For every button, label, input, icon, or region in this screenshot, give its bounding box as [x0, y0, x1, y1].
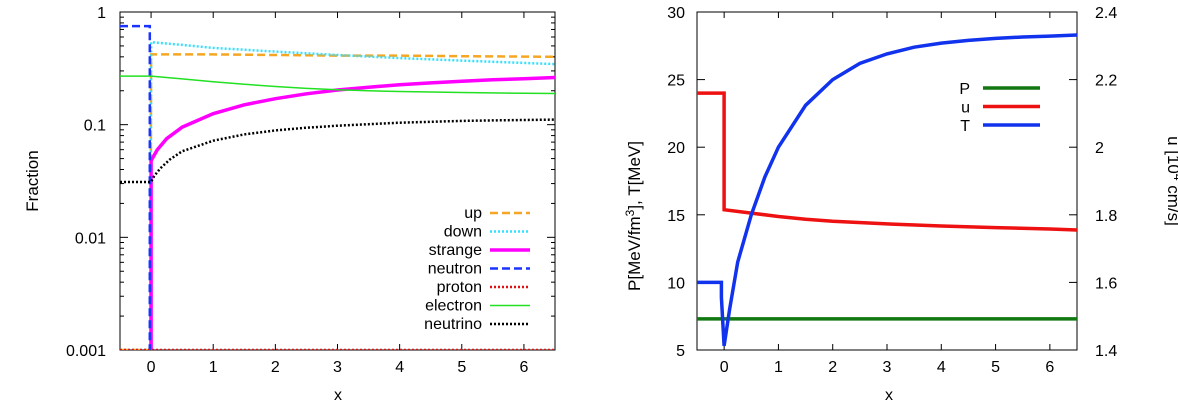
series-neutrino-line — [120, 118, 555, 184]
left-x-tick-label: 0 — [147, 359, 156, 376]
legend-strange-label: strange — [429, 242, 482, 259]
legend-u-label: u — [961, 100, 970, 117]
right-x-tick-label: 5 — [991, 359, 1000, 376]
legend-electron-label: electron — [425, 298, 482, 315]
legend-P-label: P — [959, 81, 970, 98]
left-x-tick-label: 4 — [395, 359, 404, 376]
right-right-y-tick-label: 1.4 — [1095, 343, 1117, 360]
right-right-y-axis-label: u [104 cm/s] — [1164, 136, 1178, 226]
right-x-tick-label: 6 — [1045, 359, 1054, 376]
right-right-y-tick-label: 1.8 — [1095, 208, 1117, 225]
legend-proton-label: proton — [437, 279, 482, 296]
legend-neutrino-label: neutrino — [424, 316, 482, 333]
series-electron-line — [120, 75, 555, 95]
left-series — [120, 24, 555, 350]
right-left-y-ticks: 5 10 15 20 25 30 — [667, 5, 705, 360]
right-x-tick-label: 3 — [883, 359, 892, 376]
left-y-axis-label: Fraction — [23, 150, 42, 211]
right-x-tick-label: 0 — [720, 359, 729, 376]
left-y-ticks: 0.001 0.01 0.1 1 — [66, 5, 555, 360]
series-neutron-line — [120, 24, 152, 350]
series-T-line — [697, 33, 1077, 347]
right-chart: 0 1 2 3 4 5 6 5 10 15 20 25 30 1.4 1.6 1.8 2 2.2 2.4 x P… — [623, 5, 1178, 404]
left-y-tick-label: 0.1 — [84, 118, 106, 135]
right-left-y-axis-label: P[MeV/fm3], T[MeV] — [623, 141, 644, 291]
right-left-y-tick-label: 25 — [667, 73, 685, 90]
right-left-y-tick-label: 15 — [667, 208, 685, 225]
right-left-y-tick-label: 30 — [667, 5, 685, 22]
left-y-tick-label: 1 — [97, 5, 106, 22]
right-x-ticks: 0 1 2 3 4 5 6 — [720, 12, 1054, 376]
right-right-y-ticks: 1.4 1.6 1.8 2 2.2 2.4 — [1069, 5, 1117, 360]
right-x-tick-label: 2 — [828, 359, 837, 376]
left-x-axis-label: x — [334, 387, 342, 404]
right-plot-frame — [696, 11, 1078, 351]
right-right-y-tick-label: 2.2 — [1095, 73, 1117, 90]
left-x-ticks: 0 1 2 3 4 5 6 — [147, 12, 528, 376]
series-up-line — [120, 53, 555, 350]
right-legend: PuT — [959, 81, 1040, 135]
right-x-tick-label: 4 — [937, 359, 946, 376]
right-series — [697, 33, 1077, 347]
left-x-tick-label: 2 — [271, 359, 280, 376]
right-x-tick-label: 1 — [774, 359, 783, 376]
left-y-tick-label: 0.01 — [75, 230, 106, 247]
left-x-tick-label: 6 — [519, 359, 528, 376]
series-strange-line — [149, 75, 555, 350]
right-right-y-tick-label: 1.6 — [1095, 275, 1117, 292]
legend-neutron-label: neutron — [428, 261, 482, 278]
legend-up-label: up — [464, 205, 482, 222]
series-u-line — [697, 91, 1077, 232]
left-x-tick-label: 3 — [333, 359, 342, 376]
left-x-tick-label: 1 — [209, 359, 218, 376]
left-chart: 0 1 2 3 4 5 6 0.001 0.01 0.1 1 x Fraction up downs… — [23, 5, 556, 404]
left-x-tick-label: 5 — [457, 359, 466, 376]
left-y-tick-label: 0.001 — [66, 343, 106, 360]
right-x-axis-label: x — [885, 387, 893, 404]
right-left-y-tick-label: 5 — [676, 343, 685, 360]
legend-down-label: down — [444, 224, 482, 241]
right-right-y-tick-label: 2 — [1095, 140, 1104, 157]
right-left-y-tick-label: 20 — [667, 140, 685, 157]
right-left-y-tick-label: 10 — [667, 275, 685, 292]
legend-T-label: T — [960, 118, 970, 135]
right-right-y-tick-label: 2.4 — [1095, 5, 1117, 22]
